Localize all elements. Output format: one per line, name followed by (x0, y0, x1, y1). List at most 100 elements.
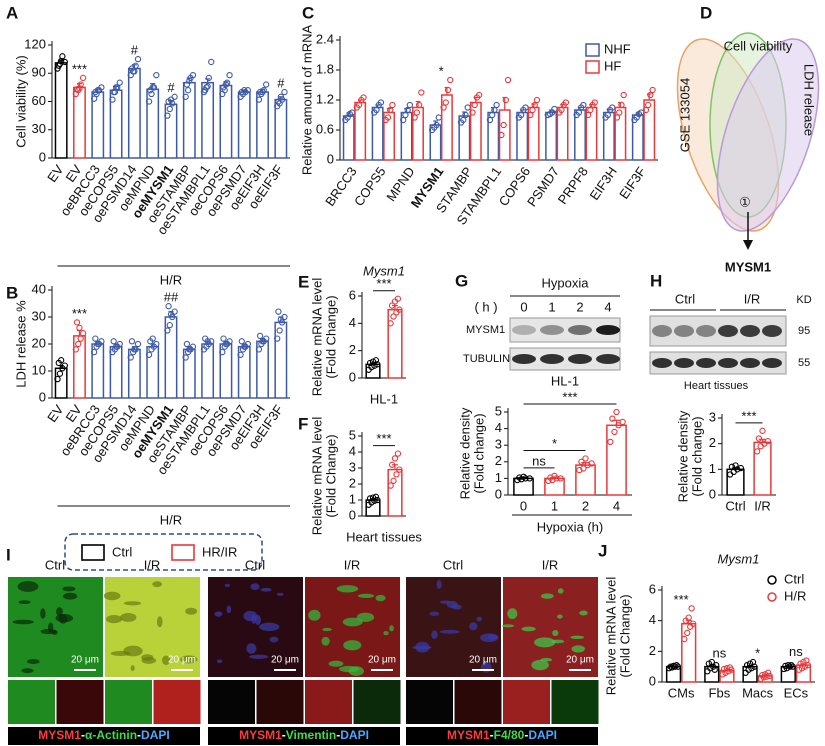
micrograph-texture (571, 645, 585, 653)
x-tick-label: Fbs (709, 685, 731, 700)
caption-background (8, 727, 200, 745)
data-point (153, 340, 160, 348)
data-point (226, 71, 233, 79)
data-point (442, 99, 449, 106)
blot-lane-label: 0 (520, 299, 527, 314)
legend-swatch (81, 544, 105, 561)
blot-group: I/R (744, 291, 761, 306)
x-tick-label: Ctrl (725, 498, 745, 513)
bar (400, 111, 413, 161)
data-point (167, 311, 175, 318)
blot-band (674, 325, 694, 337)
data-point (723, 665, 731, 672)
y-tick-label: 4 (649, 612, 656, 627)
blot-band (596, 354, 620, 364)
data-point (711, 666, 718, 673)
data-point (529, 106, 536, 114)
data-point (498, 131, 505, 139)
data-point (61, 362, 68, 369)
y-tick-label: 2 (649, 643, 656, 658)
caption-part: DAPI (528, 728, 557, 742)
bar (127, 348, 141, 399)
column-label: Ctrl (45, 557, 65, 572)
micrograph-texture (243, 610, 258, 622)
panel-label: E (298, 272, 309, 291)
y-axis-label: (Fold change) (689, 416, 704, 496)
data-point (785, 661, 792, 669)
y-tick-label: 0 (495, 486, 502, 501)
legend-box (64, 533, 263, 571)
y-tick-label: 0 (327, 151, 334, 166)
data-point (222, 340, 230, 348)
bar (585, 106, 598, 161)
data-point (127, 354, 134, 361)
y-axis-label: (Fold Change) (323, 434, 338, 517)
blot-band (652, 325, 672, 337)
micrograph-texture (260, 587, 272, 592)
x-axis-label: Hypoxia (h) (537, 519, 603, 534)
data-point (732, 462, 739, 469)
micrograph (8, 577, 103, 677)
data-point (475, 91, 483, 99)
data-point (366, 359, 374, 367)
data-point (616, 109, 623, 116)
caption-part: MYSM1 (447, 728, 490, 742)
data-point (166, 105, 173, 113)
bar (274, 321, 288, 399)
data-point (372, 493, 380, 500)
bar (54, 62, 68, 159)
data-point (684, 629, 691, 637)
micrograph-texture (62, 586, 76, 592)
micrograph-texture (40, 608, 46, 619)
data-point (368, 363, 375, 371)
y-tick-label: 0 (349, 369, 356, 384)
data-point (73, 319, 81, 326)
significance: * (755, 646, 760, 661)
data-point (486, 116, 494, 124)
data-point (55, 62, 62, 69)
data-point (502, 96, 509, 104)
bar (753, 441, 772, 496)
scale-label: 20 μm (469, 655, 497, 666)
data-point (551, 472, 558, 480)
y-tick-label: 30 (32, 308, 46, 323)
bar (387, 308, 403, 379)
micrograph (305, 577, 400, 677)
legend-swatch (585, 43, 600, 57)
blot-band (718, 358, 738, 368)
bar (527, 106, 540, 161)
blot-row-label: MYSM1 (466, 324, 505, 336)
bar (545, 111, 558, 161)
significance: *** (562, 389, 577, 404)
bar (201, 81, 215, 159)
y-tick-label: 4 (349, 443, 356, 458)
data-point (377, 99, 385, 106)
data-point (371, 362, 378, 369)
y-tick-label: 10 (32, 362, 46, 377)
data-point (164, 112, 171, 119)
data-point (391, 455, 399, 462)
micrograph-texture (123, 601, 142, 606)
micrograph-channel (353, 680, 401, 724)
blot-size: 55 (798, 357, 810, 369)
data-point (241, 87, 248, 94)
caption-background (208, 727, 400, 745)
data-point (387, 320, 394, 327)
venn-label: GSE 133054 (677, 78, 692, 152)
panel-label: D (700, 3, 712, 22)
micrograph-texture (431, 630, 438, 640)
x-tick-label: EIF3F (616, 164, 649, 202)
micrograph-channel (256, 680, 304, 724)
blot-band (512, 354, 536, 364)
micrograph-texture (552, 629, 559, 637)
micrograph-texture (342, 617, 363, 627)
panel-label: G (455, 271, 468, 290)
data-point (531, 101, 538, 109)
data-point (149, 335, 156, 342)
blot-size: 95 (798, 325, 810, 337)
data-point (222, 81, 230, 88)
data-point (241, 343, 248, 350)
data-point (275, 308, 282, 315)
data-point (394, 450, 402, 457)
micrograph-texture (322, 627, 332, 632)
